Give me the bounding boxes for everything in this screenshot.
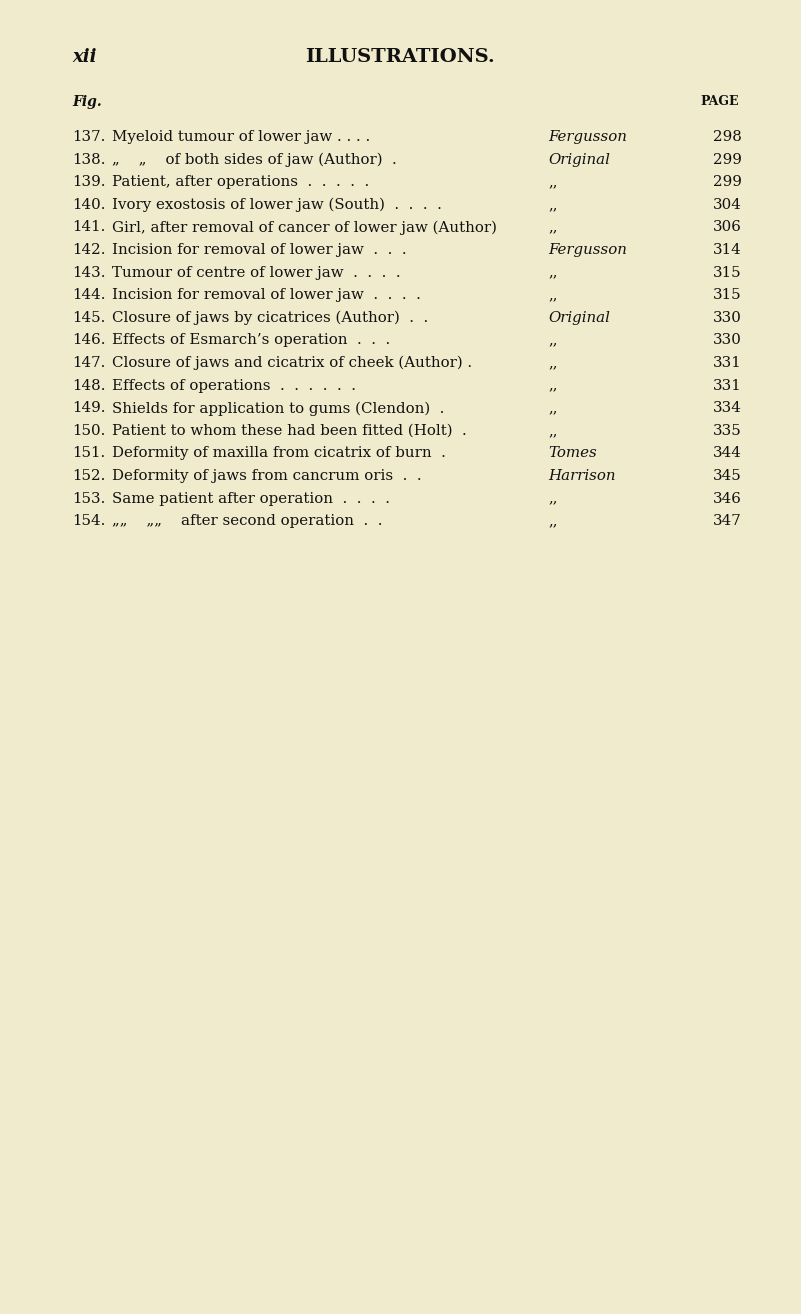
Text: 140.: 140. [72, 198, 106, 212]
Text: 151.: 151. [72, 447, 105, 460]
Text: ,,: ,, [548, 424, 557, 438]
Text: 299: 299 [713, 152, 742, 167]
Text: Incision for removal of lower jaw  .  .  .: Incision for removal of lower jaw . . . [112, 243, 407, 258]
Text: 347: 347 [713, 514, 742, 528]
Text: 138.: 138. [72, 152, 106, 167]
Text: Fig.: Fig. [72, 95, 102, 109]
Text: ,,: ,, [548, 221, 557, 234]
Text: 315: 315 [714, 265, 742, 280]
Text: 143.: 143. [72, 265, 106, 280]
Text: Incision for removal of lower jaw  .  .  .  .: Incision for removal of lower jaw . . . … [112, 288, 421, 302]
Text: 149.: 149. [72, 401, 106, 415]
Text: 346: 346 [713, 491, 742, 506]
Text: ,,: ,, [548, 175, 557, 189]
Text: Patient, after operations  .  .  .  .  .: Patient, after operations . . . . . [112, 175, 369, 189]
Text: 137.: 137. [72, 130, 106, 145]
Text: 152.: 152. [72, 469, 106, 484]
Text: 334: 334 [713, 401, 742, 415]
Text: 145.: 145. [72, 311, 106, 325]
Text: ,,: ,, [548, 356, 557, 371]
Text: Myeloid tumour of lower jaw . . . .: Myeloid tumour of lower jaw . . . . [112, 130, 370, 145]
Text: Original: Original [548, 152, 610, 167]
Text: 144.: 144. [72, 288, 106, 302]
Text: 345: 345 [713, 469, 742, 484]
Text: 146.: 146. [72, 334, 106, 347]
Text: 335: 335 [713, 424, 742, 438]
Text: 314: 314 [713, 243, 742, 258]
Text: 150.: 150. [72, 424, 106, 438]
Text: 141.: 141. [72, 221, 106, 234]
Text: 299: 299 [713, 175, 742, 189]
Text: 315: 315 [714, 288, 742, 302]
Text: 154.: 154. [72, 514, 106, 528]
Text: 344: 344 [713, 447, 742, 460]
Text: 142.: 142. [72, 243, 106, 258]
Text: 331: 331 [713, 378, 742, 393]
Text: Effects of Esmarch’s operation  .  .  .: Effects of Esmarch’s operation . . . [112, 334, 390, 347]
Text: 304: 304 [713, 198, 742, 212]
Text: ,,: ,, [548, 378, 557, 393]
Text: Tomes: Tomes [548, 447, 597, 460]
Text: ,,: ,, [548, 514, 557, 528]
Text: Original: Original [548, 311, 610, 325]
Text: Patient to whom these had been fitted (Holt)  .: Patient to whom these had been fitted (H… [112, 424, 467, 438]
Text: 306: 306 [713, 221, 742, 234]
Text: ,,: ,, [548, 491, 557, 506]
Text: ILLUSTRATIONS.: ILLUSTRATIONS. [305, 49, 495, 66]
Text: PAGE: PAGE [700, 95, 739, 108]
Text: Ivory exostosis of lower jaw (South)  .  .  .  .: Ivory exostosis of lower jaw (South) . .… [112, 198, 442, 212]
Text: ,,: ,, [548, 198, 557, 212]
Text: 139.: 139. [72, 175, 106, 189]
Text: xii: xii [72, 49, 96, 66]
Text: Deformity of maxilla from cicatrix of burn  .: Deformity of maxilla from cicatrix of bu… [112, 447, 446, 460]
Text: Shields for application to gums (Clendon)  .: Shields for application to gums (Clendon… [112, 401, 445, 415]
Text: Closure of jaws and cicatrix of cheek (Author) .: Closure of jaws and cicatrix of cheek (A… [112, 356, 472, 371]
Text: Girl, after removal of cancer of lower jaw (Author): Girl, after removal of cancer of lower j… [112, 221, 497, 235]
Text: Harrison: Harrison [548, 469, 615, 484]
Text: 331: 331 [713, 356, 742, 371]
Text: 298: 298 [713, 130, 742, 145]
Text: ,,: ,, [548, 288, 557, 302]
Text: ,,: ,, [548, 334, 557, 347]
Text: 330: 330 [713, 311, 742, 325]
Text: ,,: ,, [548, 265, 557, 280]
Text: 148.: 148. [72, 378, 106, 393]
Text: 330: 330 [713, 334, 742, 347]
Text: Closure of jaws by cicatrices (Author)  .  .: Closure of jaws by cicatrices (Author) .… [112, 311, 429, 325]
Text: Fergusson: Fergusson [548, 130, 627, 145]
Text: 153.: 153. [72, 491, 106, 506]
Text: ,,: ,, [548, 401, 557, 415]
Text: Effects of operations  .  .  .  .  .  .: Effects of operations . . . . . . [112, 378, 356, 393]
Text: Fergusson: Fergusson [548, 243, 627, 258]
Text: 147.: 147. [72, 356, 106, 371]
Text: „    „    of both sides of jaw (Author)  .: „ „ of both sides of jaw (Author) . [112, 152, 396, 167]
Text: Deformity of jaws from cancrum oris  .  .: Deformity of jaws from cancrum oris . . [112, 469, 421, 484]
Text: Tumour of centre of lower jaw  .  .  .  .: Tumour of centre of lower jaw . . . . [112, 265, 400, 280]
Text: Same patient after operation  .  .  .  .: Same patient after operation . . . . [112, 491, 390, 506]
Text: „„    „„    after second operation  .  .: „„ „„ after second operation . . [112, 514, 383, 528]
